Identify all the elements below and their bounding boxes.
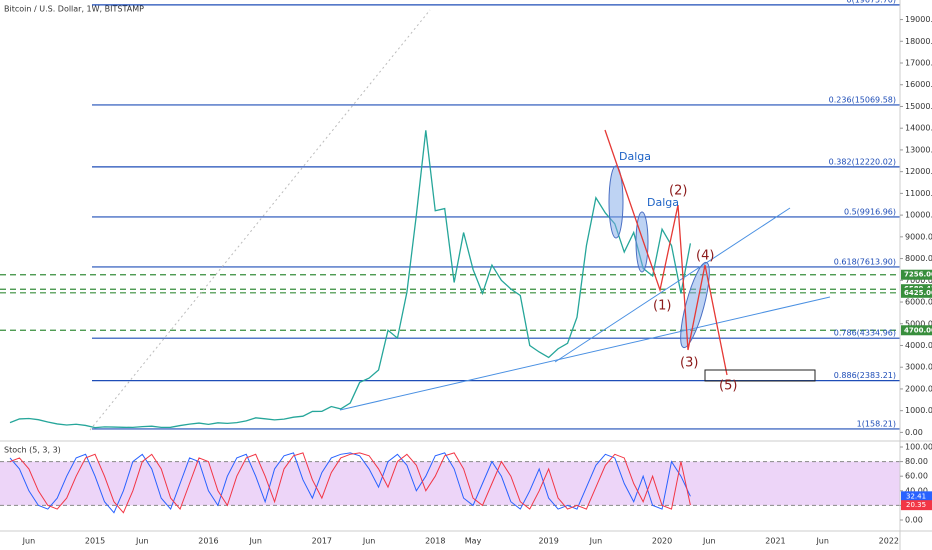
- x-tick-label: 2018: [425, 537, 445, 546]
- fib-label: 0.236(15069.58): [829, 95, 896, 104]
- indicator-title: Stoch (5, 3, 3): [4, 446, 61, 455]
- x-tick-label: 2020: [652, 537, 672, 546]
- level-tag: [901, 325, 932, 336]
- data-layer: [9, 130, 692, 514]
- trend-line: [339, 296, 831, 411]
- annotation: (3): [680, 356, 698, 371]
- y-tick-label: 40.00: [905, 486, 928, 495]
- chart-title: Bitcoin / U.S. Dollar, 1W, BITSTAMP: [4, 5, 144, 14]
- trend-dotted: [89, 9, 431, 431]
- fib-label: 0.382(12220.02): [829, 157, 896, 166]
- value-tag: [901, 500, 932, 511]
- x-tick-label: Jun: [248, 537, 262, 546]
- y-tick-label: 19000.00: [905, 15, 932, 24]
- value-tag-label: 32.41: [906, 492, 926, 500]
- annotation: Dalga: [647, 196, 679, 209]
- y-tick-label: 6000.00: [905, 298, 932, 307]
- y-tick-label: 3000.00: [905, 363, 932, 372]
- y-tick-label: 9000.00: [905, 232, 932, 241]
- trend-line: [554, 207, 791, 363]
- x-tick-label: 2015: [85, 537, 105, 546]
- series-line: [9, 452, 691, 514]
- annotation: (5): [719, 379, 737, 394]
- x-tick-label: 2016: [198, 537, 218, 546]
- y-tick-label: 16000.00: [905, 80, 932, 89]
- y-tick-label: 0.00: [905, 428, 923, 437]
- y-tick-label: 1000.00: [905, 406, 932, 415]
- target-box: [704, 369, 816, 382]
- wave-ellipse: [635, 211, 649, 273]
- level-tag-label: 4700.00: [904, 326, 932, 334]
- y-tick-label: 18000.00: [905, 37, 932, 46]
- y-tick-label: 0.00: [905, 516, 923, 525]
- fib-label: 0.886(2383.21): [834, 371, 896, 380]
- y-tick-label: 80.00: [905, 457, 928, 466]
- annotation: Dalga: [619, 150, 651, 163]
- x-tick-label: Jun: [22, 537, 36, 546]
- x-tick-label: 2021: [765, 537, 785, 546]
- y-tick-label: 60.00: [905, 472, 928, 481]
- x-tick-label: Jun: [362, 537, 376, 546]
- value-tag-label: 20.35: [906, 501, 926, 509]
- x-tick-label: May: [465, 537, 482, 546]
- y-tick-label: 8000.00: [905, 254, 932, 263]
- fib-label: 1(158.21): [857, 419, 896, 428]
- y-tick-label: 15000.00: [905, 102, 932, 111]
- annotation: (1): [653, 299, 671, 314]
- series-line: [9, 452, 691, 514]
- x-tick-label: 2019: [538, 537, 558, 546]
- level-tag: [901, 269, 932, 280]
- level-tag: [901, 287, 932, 298]
- y-tick-label: 17000.00: [905, 59, 932, 68]
- y-tick-label: 4000.00: [905, 341, 932, 350]
- y-tick-label: 7000.00: [905, 276, 932, 285]
- x-tick-label: 2022: [879, 537, 899, 546]
- drawings: Dalga Dalga (1) (2) (3) (4) (5): [89, 9, 831, 431]
- chart-layer: [0, 4, 900, 506]
- x-tick-label: Jun: [135, 537, 149, 546]
- stoch-band: [0, 461, 900, 506]
- level-tag-label: 7256.00: [904, 271, 932, 279]
- x-tick-label: Jun: [589, 537, 603, 546]
- y-tick-label: 14000.00: [905, 124, 932, 133]
- fib-label: 0(19675.70): [846, 0, 896, 4]
- y-tick-label: 10000.00: [905, 211, 932, 220]
- y-tick-label: 100.00: [905, 443, 932, 452]
- fib-label: 0.5(9916.96): [844, 207, 896, 216]
- wave-ellipse: [680, 261, 710, 349]
- y-tick-label: 12000.00: [905, 167, 932, 176]
- y-tick-label: 5000.00: [905, 319, 932, 328]
- x-tick-label: 2017: [312, 537, 332, 546]
- series-line: [9, 130, 692, 429]
- fib-label: 0.786(4334.96): [834, 329, 896, 338]
- y-tick-label: 13000.00: [905, 145, 932, 154]
- x-tick-label: Jun: [815, 537, 829, 546]
- level-tag-label: 6425.00: [904, 289, 932, 297]
- y-tick-label: 11000.00: [905, 189, 932, 198]
- fib-label: 0.618(7613.90): [834, 257, 896, 266]
- x-tick-label: Jun: [702, 537, 716, 546]
- wave-ellipse: [608, 165, 624, 239]
- wave-path: [604, 129, 728, 376]
- annotation: (2): [669, 184, 687, 199]
- y-tick-label: 2000.00: [905, 384, 932, 393]
- value-tag: [901, 491, 932, 502]
- annotation: (4): [696, 249, 714, 264]
